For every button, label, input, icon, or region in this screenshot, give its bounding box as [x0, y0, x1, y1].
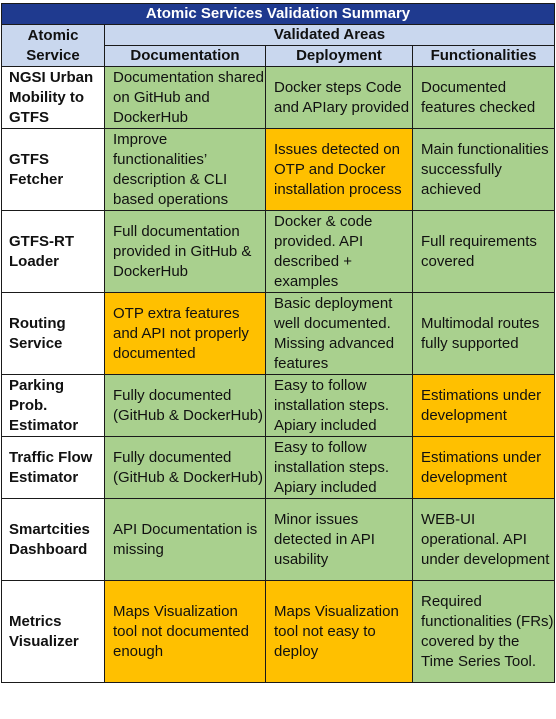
- validated-areas-header: Validated Areas: [103, 24, 556, 46]
- service-name: Routing Service: [1, 292, 105, 375]
- deployment-cell: Issues detected on OTP and Docker instal…: [265, 128, 413, 211]
- documentation-cell: Maps Visualization tool not documented e…: [104, 580, 266, 683]
- service-name: Smartcities Dashboard: [1, 498, 105, 581]
- table-title: Atomic Services Validation Summary: [0, 3, 556, 25]
- deployment-cell: Easy to follow installation steps. Apiar…: [265, 436, 413, 499]
- documentation-cell: Full documentation provided in GitHub & …: [104, 210, 266, 293]
- title-row: Atomic Services Validation Summary: [0, 3, 556, 25]
- documentation-cell: Improve functionalities’ description & C…: [104, 128, 266, 211]
- table-row: Metrics Visualizer Maps Visualization to…: [1, 580, 556, 683]
- functionalities-cell: WEB-UI operational. API under developmen…: [411, 498, 556, 581]
- documentation-cell: Fully documented (GitHub & DockerHub): [104, 436, 266, 499]
- deployment-header: Deployment: [265, 45, 413, 67]
- deployment-cell: Maps Visualization tool not easy to depl…: [265, 580, 413, 683]
- functionalities-cell: Multimodal routes fully supported: [411, 292, 556, 375]
- header-row-1: Atomic Service Validated Areas: [1, 24, 556, 67]
- functionalities-cell: Estimations under development: [411, 374, 556, 437]
- header-row-2: Documentation Deployment Functionalities: [2, 45, 556, 67]
- service-name: GTFS-RT Loader: [1, 210, 105, 293]
- deployment-cell: Minor issues detected in API usability: [265, 498, 413, 581]
- functionalities-cell: Main functionalities successfully achiev…: [411, 128, 556, 211]
- deployment-cell: Docker & code provided. API described + …: [265, 210, 413, 293]
- table-row: Parking Prob. Estimator Fully documented…: [1, 374, 556, 437]
- table-row: Traffic Flow Estimator Fully documented …: [1, 436, 556, 499]
- table-row: NGSI Urban Mobility to GTFS Documentatio…: [1, 66, 556, 129]
- functionalities-cell: Full requirements covered: [411, 210, 556, 293]
- deployment-cell: Basic deployment well documented. Missin…: [265, 292, 413, 375]
- service-name: Parking Prob. Estimator: [1, 374, 105, 437]
- documentation-cell: Fully documented (GitHub & DockerHub): [104, 374, 266, 437]
- service-name: GTFS Fetcher: [1, 128, 105, 211]
- table-row: Routing Service OTP extra features and A…: [1, 292, 556, 375]
- functionalities-header: Functionalities: [411, 45, 556, 67]
- functionalities-cell: Estimations under development: [411, 436, 556, 499]
- service-name: Traffic Flow Estimator: [1, 436, 105, 499]
- documentation-header: Documentation: [104, 45, 266, 67]
- deployment-cell: Easy to follow installation steps. Apiar…: [265, 374, 413, 437]
- functionalities-cell: Documented features checked: [411, 66, 556, 129]
- table-row: Smartcities Dashboard API Documentation …: [1, 498, 556, 581]
- service-name: NGSI Urban Mobility to GTFS: [1, 66, 105, 129]
- documentation-cell: API Documentation is missing: [104, 498, 266, 581]
- deployment-cell: Docker steps Code and APIary provided: [265, 66, 413, 129]
- atomic-service-header: Atomic Service: [1, 24, 105, 67]
- validation-summary-table: Atomic Services Validation Summary Atomi…: [0, 3, 556, 683]
- table-row: GTFS-RT Loader Full documentation provid…: [1, 210, 556, 293]
- documentation-cell: Documentation shared on GitHub and Docke…: [104, 66, 266, 129]
- service-name: Metrics Visualizer: [1, 580, 105, 683]
- table-row: GTFS Fetcher Improve functionalities’ de…: [1, 128, 556, 211]
- functionalities-cell: Required functionalities (FRs) covered b…: [411, 580, 556, 683]
- documentation-cell: OTP extra features and API not properly …: [104, 292, 266, 375]
